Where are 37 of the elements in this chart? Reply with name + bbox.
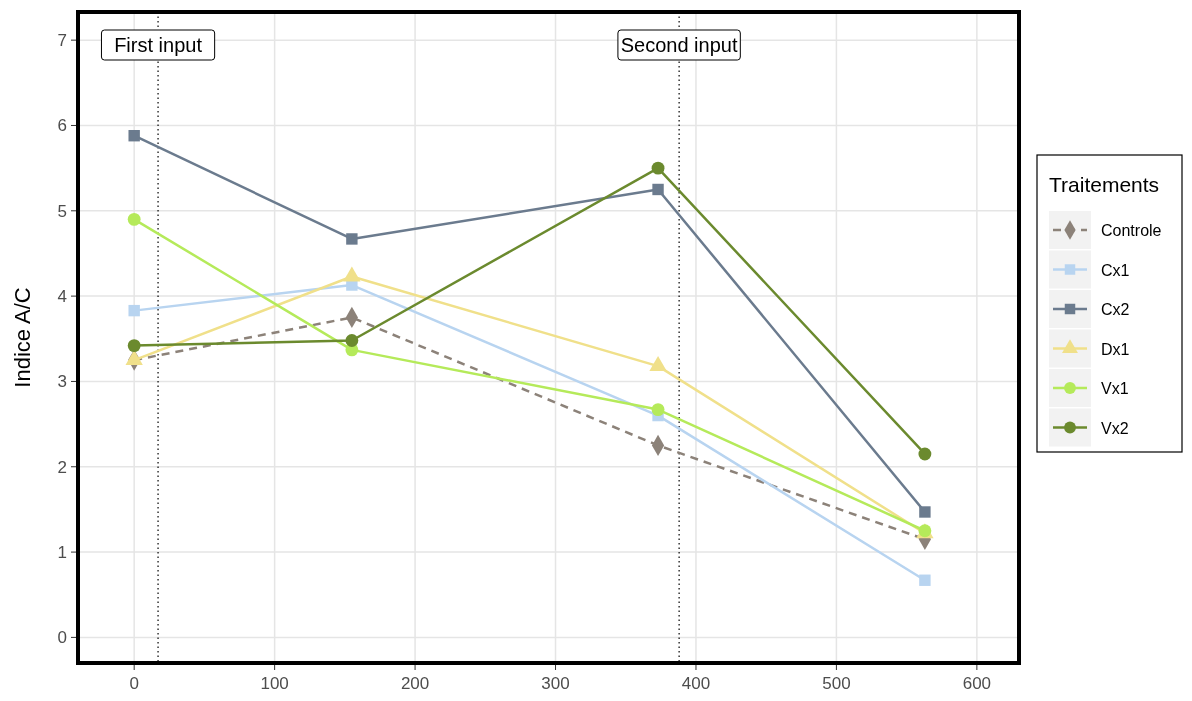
point: [919, 506, 931, 518]
x-tick-label: 0: [129, 674, 139, 693]
ref-line-label: Second input: [620, 34, 738, 56]
x-tick-label: 100: [260, 674, 289, 693]
y-tick-label: 2: [57, 457, 67, 477]
legend-label: Cx1: [1101, 261, 1130, 279]
legend-label: Cx2: [1101, 301, 1130, 318]
point: [345, 334, 359, 347]
point: [127, 212, 141, 226]
y-axis-title: Indice A/C: [10, 287, 35, 388]
legend-label: Dx1: [1101, 340, 1130, 358]
point: [346, 233, 358, 245]
x-tick-label: 600: [962, 674, 992, 693]
point: [652, 183, 664, 196]
point: [919, 574, 931, 586]
x-tick-label: 300: [541, 674, 570, 693]
point: [128, 130, 140, 142]
legend-label: Controle: [1101, 222, 1162, 239]
x-tick-label: 400: [681, 674, 711, 693]
legend-label: Vx2: [1101, 419, 1129, 437]
point: [651, 403, 665, 417]
y-tick-label: 1: [57, 543, 67, 563]
ref-line-label: First input: [114, 34, 203, 56]
y-tick-label: 7: [57, 31, 67, 51]
point: [127, 339, 141, 353]
y-tick-label: 0: [57, 628, 67, 648]
legend-title: Traitements: [1049, 173, 1160, 196]
legend-label: Vx1: [1101, 380, 1129, 397]
point: [651, 161, 665, 175]
x-tick-label: 500: [822, 674, 851, 693]
y-tick-label: 3: [57, 372, 67, 392]
point: [128, 304, 140, 317]
x-tick-label: 200: [400, 674, 430, 693]
y-tick-label: 5: [57, 201, 67, 221]
y-tick-label: 4: [57, 287, 67, 307]
y-tick-label: 6: [57, 116, 67, 136]
point: [918, 447, 932, 461]
